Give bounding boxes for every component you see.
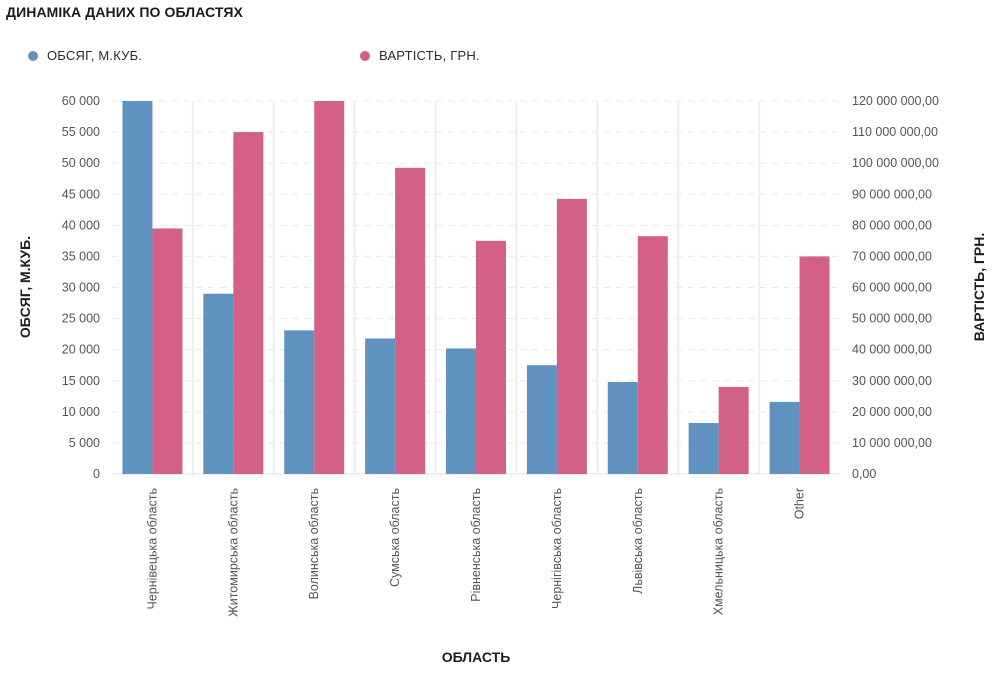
y2-tick-label: 120 000 000,00 — [852, 94, 939, 108]
y-tick-label: 35 000 — [62, 249, 100, 263]
y2-tick-label: 30 000 000,00 — [852, 374, 932, 388]
bar-volume[interactable] — [607, 381, 638, 474]
y-tick-label: 20 000 — [62, 343, 100, 357]
bar-volume[interactable] — [203, 293, 234, 474]
y-tick-label: 50 000 — [62, 156, 100, 170]
legend-dot-volume — [28, 50, 38, 61]
category-label: Other — [793, 488, 807, 519]
category-label: Хмельницька область — [712, 488, 726, 615]
bar-volume[interactable] — [446, 348, 476, 474]
bar-cost[interactable] — [637, 236, 668, 474]
bar-cost[interactable] — [799, 256, 830, 474]
y-tick-label: 25 000 — [62, 312, 100, 326]
y2-tick-label: 80 000 000,00 — [852, 218, 932, 232]
bar-cost[interactable] — [233, 132, 264, 475]
y-axis-left-ticks: 0 5 000 10 000 15 000 20 000 25 000 30 000 35 0… — [62, 94, 100, 481]
category-label: Чернігівська область — [550, 488, 564, 609]
legend-label-volume: ОБСЯГ, М.КУБ. — [47, 48, 143, 63]
bar-cost[interactable] — [152, 228, 183, 474]
legend-dot-cost — [360, 50, 370, 61]
bars — [122, 101, 830, 475]
y2-tick-label: 100 000 000,00 — [852, 156, 939, 170]
bar-cost[interactable] — [556, 198, 587, 474]
y-tick-label: 55 000 — [62, 125, 100, 139]
legend-label-cost: ВАРТІСТЬ, ГРН. — [379, 48, 480, 63]
legend: ОБСЯГ, М.КУБ. ВАРТІСТЬ, ГРН. — [0, 48, 999, 68]
bar-volume[interactable] — [526, 365, 557, 474]
bar-cost[interactable] — [476, 240, 506, 474]
y-tick-label: 30 000 — [62, 281, 100, 295]
y-tick-label: 45 000 — [62, 187, 100, 201]
category-label: Львівська область — [631, 488, 645, 594]
y-axis-right-ticks: 0,00 10 000 000,00 20 000 000,00 30 000 000… — [852, 94, 939, 481]
y2-tick-label: 40 000 000,00 — [852, 343, 932, 357]
category-label: Сумська область — [388, 488, 402, 587]
bar-volume[interactable] — [122, 101, 153, 474]
y2-tick-label: 70 000 000,00 — [852, 249, 932, 263]
x-axis-title: ОБЛАСТЬ — [442, 649, 511, 665]
y-tick-label: 5 000 — [69, 436, 100, 450]
x-axis-categories: Чернівецька область Житомирська область Во… — [145, 488, 806, 617]
category-label: Житомирська область — [226, 488, 240, 617]
y2-tick-label: 110 000 000,00 — [852, 125, 938, 139]
y2-tick-label: 0,00 — [852, 467, 876, 481]
y2-tick-label: 50 000 000,00 — [852, 312, 932, 326]
bar-volume[interactable] — [769, 401, 800, 474]
legend-item-volume[interactable]: ОБСЯГ, М.КУБ. — [28, 48, 142, 63]
bar-cost[interactable] — [395, 167, 426, 474]
y-axis-left-title: ОБСЯГ, М.КУБ. — [17, 236, 33, 338]
legend-item-cost[interactable]: ВАРТІСТЬ, ГРН. — [360, 48, 480, 63]
bar-cost[interactable] — [314, 101, 345, 474]
y2-tick-label: 10 000 000,00 — [852, 436, 932, 450]
category-label: Чернівецька область — [145, 488, 159, 610]
y2-tick-label: 20 000 000,00 — [852, 405, 932, 419]
bar-volume[interactable] — [688, 423, 719, 474]
y2-tick-label: 60 000 000,00 — [852, 281, 932, 295]
chart-title: ДИНАМІКА ДАНИХ ПО ОБЛАСТЯХ — [6, 4, 243, 20]
y-tick-label: 60 000 — [62, 94, 100, 108]
bar-cost[interactable] — [718, 386, 749, 474]
y-tick-label: 15 000 — [62, 374, 100, 388]
y-tick-label: 0 — [93, 467, 100, 481]
bar-volume[interactable] — [365, 338, 396, 474]
y2-tick-label: 90 000 000,00 — [852, 187, 932, 201]
category-label: Рівненська область — [469, 488, 483, 602]
y-tick-label: 10 000 — [62, 405, 100, 419]
category-label: Волинська область — [307, 488, 321, 599]
bar-volume[interactable] — [284, 330, 315, 474]
y-axis-right-title: ВАРТІСТЬ, ГРН. — [971, 233, 987, 342]
y-tick-label: 40 000 — [62, 218, 100, 232]
